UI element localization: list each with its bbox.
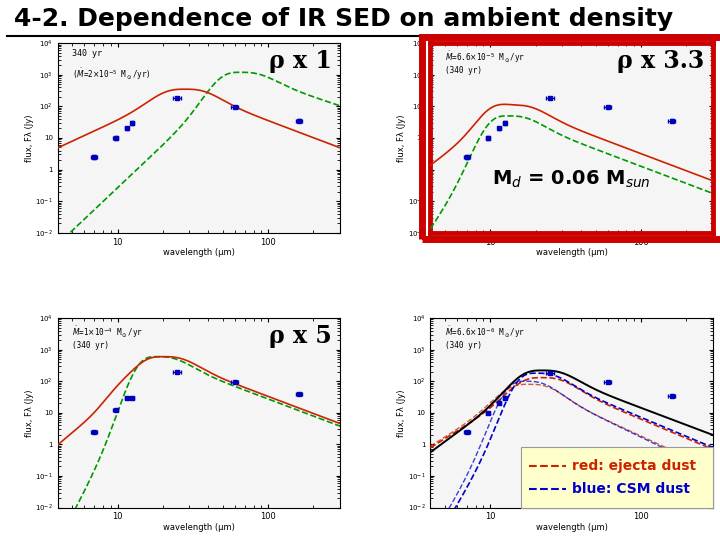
Y-axis label: flux, Fλ (Jy): flux, Fλ (Jy) xyxy=(397,114,406,161)
Text: (340 yr): (340 yr) xyxy=(444,66,482,75)
Text: $\dot{M}$=6.6$\times$10$^{-5}$ M$_\odot$/yr: $\dot{M}$=6.6$\times$10$^{-5}$ M$_\odot$… xyxy=(444,49,525,65)
Text: 340 yr: 340 yr xyxy=(72,49,102,58)
Text: (340 yr): (340 yr) xyxy=(72,341,109,350)
Text: blue: CSM dust: blue: CSM dust xyxy=(572,482,690,496)
Text: M$_d$ = 0.06 M$_{sun}$: M$_d$ = 0.06 M$_{sun}$ xyxy=(492,169,651,190)
X-axis label: wavelength (μm): wavelength (μm) xyxy=(163,523,235,532)
Text: 4-2. Dependence of IR SED on ambient density: 4-2. Dependence of IR SED on ambient den… xyxy=(14,7,673,31)
Text: $\dot{M}$=6.6$\times$10$^{-6}$ M$_\odot$/yr: $\dot{M}$=6.6$\times$10$^{-6}$ M$_\odot$… xyxy=(444,324,525,340)
Y-axis label: flux, Fλ (Jy): flux, Fλ (Jy) xyxy=(24,389,34,436)
Text: ρ x 5: ρ x 5 xyxy=(269,324,331,348)
Y-axis label: flux, Fλ (Jy): flux, Fλ (Jy) xyxy=(397,389,406,436)
Y-axis label: flux, Fλ (Jy): flux, Fλ (Jy) xyxy=(24,114,34,161)
FancyBboxPatch shape xyxy=(521,447,713,508)
X-axis label: wavelength (μm): wavelength (μm) xyxy=(163,248,235,257)
X-axis label: wavelength (μm): wavelength (μm) xyxy=(536,248,608,257)
Text: ρ x 3.3: ρ x 3.3 xyxy=(617,49,704,73)
Text: $\dot{M}$=1$\times$10$^{-4}$ M$_\odot$/yr: $\dot{M}$=1$\times$10$^{-4}$ M$_\odot$/y… xyxy=(72,324,143,340)
Text: ($\dot{M}$=2$\times$10$^{-5}$ M$_\odot$/yr): ($\dot{M}$=2$\times$10$^{-5}$ M$_\odot$/… xyxy=(72,66,150,82)
Text: (340 yr): (340 yr) xyxy=(444,341,482,350)
X-axis label: wavelength (μm): wavelength (μm) xyxy=(536,523,608,532)
Text: ρ x 1: ρ x 1 xyxy=(269,49,331,73)
Text: red: ejecta dust: red: ejecta dust xyxy=(572,459,696,473)
